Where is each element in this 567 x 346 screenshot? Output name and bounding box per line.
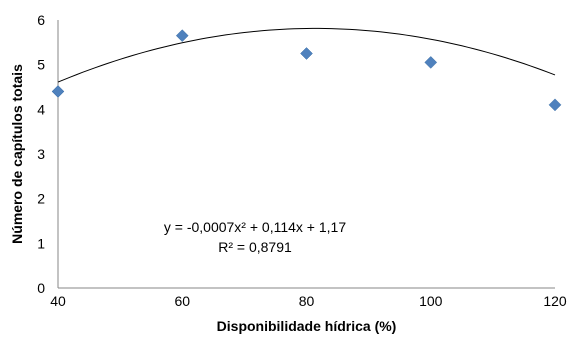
- r-squared-label: R² = 0,8791: [218, 239, 292, 255]
- y-tick-label: 5: [37, 57, 45, 73]
- y-tick-label: 2: [37, 191, 45, 207]
- y-tick-label: 1: [37, 235, 45, 251]
- y-tick-label: 4: [37, 101, 45, 117]
- data-points: [51, 29, 562, 112]
- data-point: [424, 56, 438, 69]
- x-tick-label: 60: [174, 293, 190, 309]
- x-axis-title: Disponibilidade hídrica (%): [217, 318, 397, 334]
- polynomial-trendline: [57, 27, 556, 83]
- x-tick-label: 100: [419, 293, 443, 309]
- data-point: [300, 47, 313, 60]
- data-point: [51, 85, 65, 98]
- data-point: [548, 98, 562, 112]
- x-tick-label: 80: [299, 293, 315, 309]
- tick-labels: 40 60 80 100 120 0 1 2 3 4 5 6: [37, 12, 567, 309]
- x-tick-label: 40: [50, 293, 66, 309]
- data-point: [175, 29, 189, 42]
- y-tick-label: 3: [37, 146, 45, 162]
- y-axis-title: Número de capítulos totais: [9, 64, 25, 244]
- x-tick-label: 120: [543, 293, 567, 309]
- axes-layer: [57, 20, 555, 289]
- y-tick-label: 6: [37, 12, 45, 28]
- trendline-equation: y = -0,0007x² + 0,114x + 1,17: [164, 219, 346, 235]
- y-tick-label: 0: [37, 280, 45, 296]
